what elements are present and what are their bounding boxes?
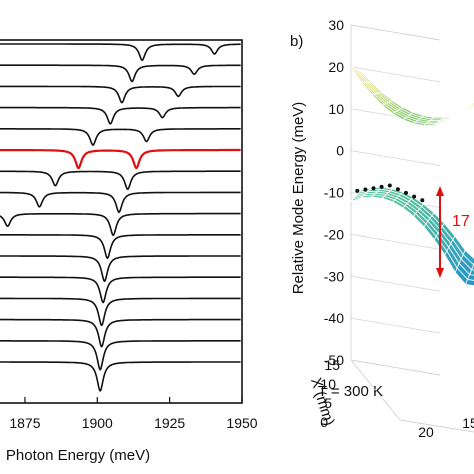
spectrum-trace-1 [0,43,241,62]
x-tick-label: 1900 [82,415,113,431]
x-tick-label: 1950 [226,415,257,431]
splitting-annotation: 17 [452,213,470,230]
spectrum-trace-14 [0,318,241,348]
z-tick-label: 10 [328,101,344,117]
z-tick-label: -10 [324,185,344,201]
z-gridline [350,66,441,83]
spectrum-trace-4 [0,106,241,125]
surface-edge-dots [355,183,425,203]
edge-dot [355,188,360,193]
z-gridline [350,317,441,334]
panel-a-plot: 1875 1900 1925 1950 T = 300 K Photon Energy… [0,39,383,464]
edge-dot [420,198,425,203]
spectrum-trace-8 [0,191,241,214]
surface-patch [471,264,474,271]
y-tick-label: 15 [462,415,474,431]
splitting-arrow [436,186,444,278]
panel-a-frame [0,39,243,404]
panel-a-spectra [0,43,241,393]
z-tick-label: -30 [324,268,344,284]
x-tick-label: 1925 [154,415,185,431]
z-tick-label: -20 [324,226,344,242]
surface-patch [469,269,474,276]
edge-dot [412,194,417,199]
surface-patch [467,274,474,281]
spectrum-trace-11 [0,255,241,283]
edge-dot [395,187,400,192]
surface-patch [465,279,474,287]
edge-dot [371,186,376,191]
lower-polariton-surface [349,186,474,287]
edge-dot [387,183,392,188]
spectrum-trace-3 [0,85,241,104]
panel-a-x-ticks: 1875 1900 1925 1950 [9,397,258,431]
z-gridline [350,24,441,41]
panel-b-label: b) [290,33,303,50]
spectrum-trace-5 [0,128,241,147]
z-tick-label: -50 [324,352,344,368]
spectrum-trace-7 [0,170,241,191]
spectrum-trace-15 [0,340,241,371]
z-tick-label: 30 [328,17,344,33]
z-gridline [350,275,441,292]
spectrum-trace-2 [0,64,241,83]
z-tick-label: 20 [328,59,344,75]
x-mm-tick-label: 10 [320,376,336,392]
temperature-annotation: T = 300 K [318,383,383,400]
spectrum-trace-9 [0,212,241,237]
spectrum-trace-13 [0,297,241,327]
panel-b-z-ticks: 30 20 10 0 -10 -20 -30 -40 -50 [324,17,344,368]
y-tick-label: 20 [418,424,434,440]
z-gridline [350,234,441,250]
upper-polariton-surface [349,66,474,126]
panel-a-x-axis-label: Photon Energy (meV) [6,447,150,464]
x-mm-tick-label: 15 [324,357,340,373]
x-mm-tick-label: 0 [320,414,328,430]
z-gridline [350,150,441,166]
z-tick-label: -40 [324,310,344,326]
spectrum-trace-10 [0,234,241,260]
spectrum-trace-12 [0,276,241,304]
z-tick-label: 0 [336,143,344,159]
panel-b-z-axis-label: Relative Mode Energy (meV) [290,102,307,295]
z-gridline [350,359,441,376]
x-mm-tick-label: 5 [324,395,332,411]
panel-b-plot: b) 17 30 20 10 0 -10 -20 -30 -40 -50 Relative Mo… [290,17,474,440]
edge-dot [404,190,408,195]
edge-dot [363,187,368,192]
edge-dot [379,184,384,189]
x-tick-label: 1875 [9,415,40,431]
spectrum-trace-16 [0,361,241,393]
panel-b-x-ticks: 15 10 5 0 [320,357,340,430]
spectrum-trace-6 [0,148,241,170]
surface-patch [465,102,474,111]
